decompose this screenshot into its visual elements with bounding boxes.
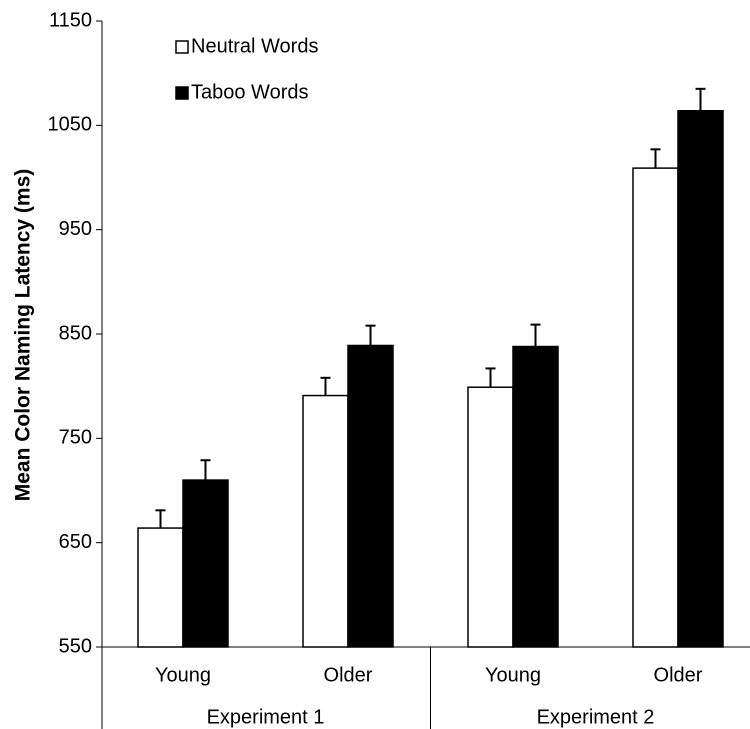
bar — [632, 167, 679, 648]
legend-label: Neutral Words — [191, 35, 318, 57]
y-tick-label: 650 — [59, 531, 92, 553]
y-tick-label: 550 — [59, 635, 92, 657]
y-axis-label: Mean Color Naming Latency (ms) — [12, 169, 35, 502]
x-tick-label: Young — [155, 664, 211, 686]
y-tick-label: 1150 — [49, 9, 92, 31]
y-tick-label: 850 — [59, 322, 92, 344]
x-tick-label: Older — [654, 664, 703, 686]
bar — [467, 386, 514, 648]
legend-swatch — [175, 86, 189, 100]
bar — [137, 527, 184, 648]
bar — [302, 394, 349, 648]
y-tick-label: 1050 — [48, 114, 93, 136]
group-label: Experiment 2 — [537, 706, 655, 728]
legend-label: Taboo Words — [191, 81, 308, 103]
bar — [677, 109, 724, 648]
group-label: Experiment 1 — [207, 706, 325, 728]
y-tick-label: 750 — [59, 427, 92, 449]
bar — [182, 479, 229, 648]
x-tick-label: Young — [485, 664, 541, 686]
bar — [512, 345, 559, 648]
y-tick-label: 950 — [59, 218, 92, 240]
bar — [347, 344, 394, 648]
legend-swatch — [175, 40, 189, 54]
x-tick-label: Older — [324, 664, 373, 686]
